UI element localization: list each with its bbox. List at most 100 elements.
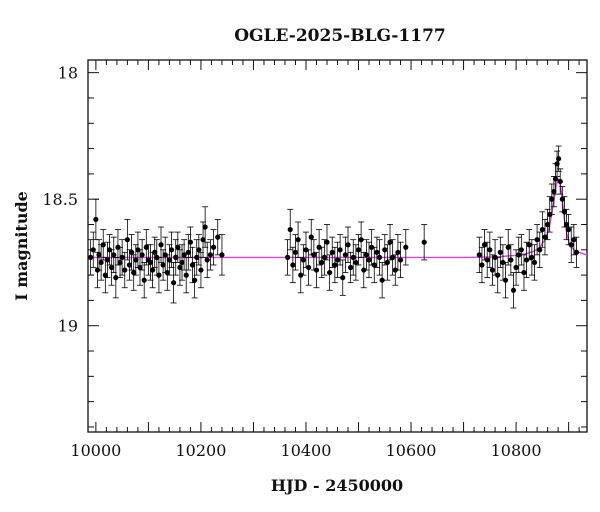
data-point bbox=[174, 231, 181, 263]
data-point bbox=[331, 246, 338, 284]
data-point bbox=[358, 221, 365, 258]
data-point bbox=[478, 246, 485, 284]
point-marker bbox=[131, 269, 137, 276]
data-point bbox=[397, 241, 404, 279]
chart-title: OGLE-2025-BLG-1177 bbox=[234, 26, 446, 46]
data-point bbox=[329, 236, 336, 268]
point-marker bbox=[484, 257, 490, 263]
point-marker bbox=[210, 244, 217, 250]
x-tick-label: 10200 bbox=[175, 441, 226, 460]
data-point bbox=[389, 239, 396, 276]
data-point bbox=[355, 234, 362, 266]
data-point bbox=[197, 251, 204, 289]
x-tick-label: 10800 bbox=[491, 441, 542, 460]
data-point bbox=[176, 249, 183, 286]
data-point bbox=[528, 239, 535, 276]
point-marker bbox=[510, 287, 517, 293]
data-point bbox=[384, 244, 391, 281]
point-marker bbox=[489, 267, 496, 273]
point-marker bbox=[337, 247, 343, 253]
data-point bbox=[502, 262, 509, 299]
point-marker bbox=[549, 196, 555, 202]
data-point bbox=[371, 246, 378, 284]
data-point bbox=[334, 241, 341, 279]
point-marker bbox=[104, 257, 111, 263]
point-marker bbox=[124, 237, 130, 243]
data-point bbox=[526, 229, 533, 261]
data-point bbox=[505, 229, 512, 266]
data-point bbox=[373, 236, 380, 268]
data-point bbox=[102, 256, 109, 294]
point-marker bbox=[342, 252, 348, 258]
data-point bbox=[210, 229, 217, 266]
data-point bbox=[568, 226, 575, 263]
data-point bbox=[534, 224, 541, 256]
data-point bbox=[321, 239, 328, 276]
data-point bbox=[394, 234, 401, 271]
data-point bbox=[421, 224, 428, 261]
point-marker bbox=[505, 244, 511, 250]
data-point bbox=[347, 251, 354, 284]
point-marker bbox=[566, 226, 572, 233]
point-marker bbox=[327, 269, 333, 276]
data-point bbox=[381, 234, 388, 266]
data-point bbox=[552, 163, 559, 195]
point-marker bbox=[358, 237, 364, 243]
point-marker bbox=[481, 242, 488, 248]
point-marker bbox=[573, 249, 580, 255]
data-point bbox=[352, 244, 359, 281]
point-marker bbox=[552, 176, 559, 182]
point-marker bbox=[363, 252, 369, 258]
point-marker bbox=[508, 257, 514, 263]
data-point bbox=[141, 262, 148, 299]
point-marker bbox=[545, 221, 551, 228]
data-point bbox=[536, 231, 543, 268]
point-marker bbox=[160, 262, 166, 268]
data-point bbox=[121, 251, 128, 289]
data-point bbox=[119, 239, 126, 276]
point-marker bbox=[395, 249, 401, 255]
point-marker bbox=[90, 247, 96, 253]
data-point bbox=[313, 251, 320, 289]
data-point bbox=[476, 236, 483, 273]
point-marker bbox=[397, 257, 404, 263]
data-point bbox=[181, 239, 188, 271]
data-point bbox=[559, 186, 566, 213]
data-point bbox=[539, 211, 546, 248]
point-marker bbox=[200, 237, 206, 243]
point-marker bbox=[202, 224, 208, 230]
data-point bbox=[515, 236, 522, 273]
point-marker bbox=[542, 234, 548, 240]
point-marker bbox=[139, 252, 145, 258]
point-marker bbox=[329, 249, 335, 255]
point-marker bbox=[126, 262, 133, 268]
point-marker bbox=[109, 264, 115, 271]
point-marker bbox=[88, 254, 94, 260]
point-marker bbox=[384, 259, 390, 266]
data-point bbox=[363, 239, 370, 271]
point-marker bbox=[537, 247, 543, 253]
point-marker bbox=[529, 254, 535, 260]
data-point bbox=[548, 183, 555, 215]
point-marker bbox=[189, 262, 196, 268]
data-point bbox=[92, 198, 99, 241]
data-point bbox=[376, 239, 383, 276]
point-marker bbox=[171, 280, 177, 286]
point-marker bbox=[534, 237, 540, 243]
point-marker bbox=[324, 239, 330, 245]
point-marker bbox=[207, 252, 213, 258]
point-marker bbox=[571, 237, 577, 243]
point-marker bbox=[143, 244, 149, 250]
point-marker bbox=[290, 262, 296, 268]
point-marker bbox=[353, 259, 359, 266]
point-marker bbox=[287, 226, 293, 233]
data-point bbox=[573, 236, 580, 268]
data-point bbox=[531, 244, 538, 281]
data-point bbox=[486, 231, 493, 268]
data-point bbox=[379, 262, 386, 299]
data-point bbox=[339, 259, 346, 296]
point-marker bbox=[561, 209, 568, 215]
data-point bbox=[168, 231, 175, 268]
data-point bbox=[497, 236, 504, 268]
